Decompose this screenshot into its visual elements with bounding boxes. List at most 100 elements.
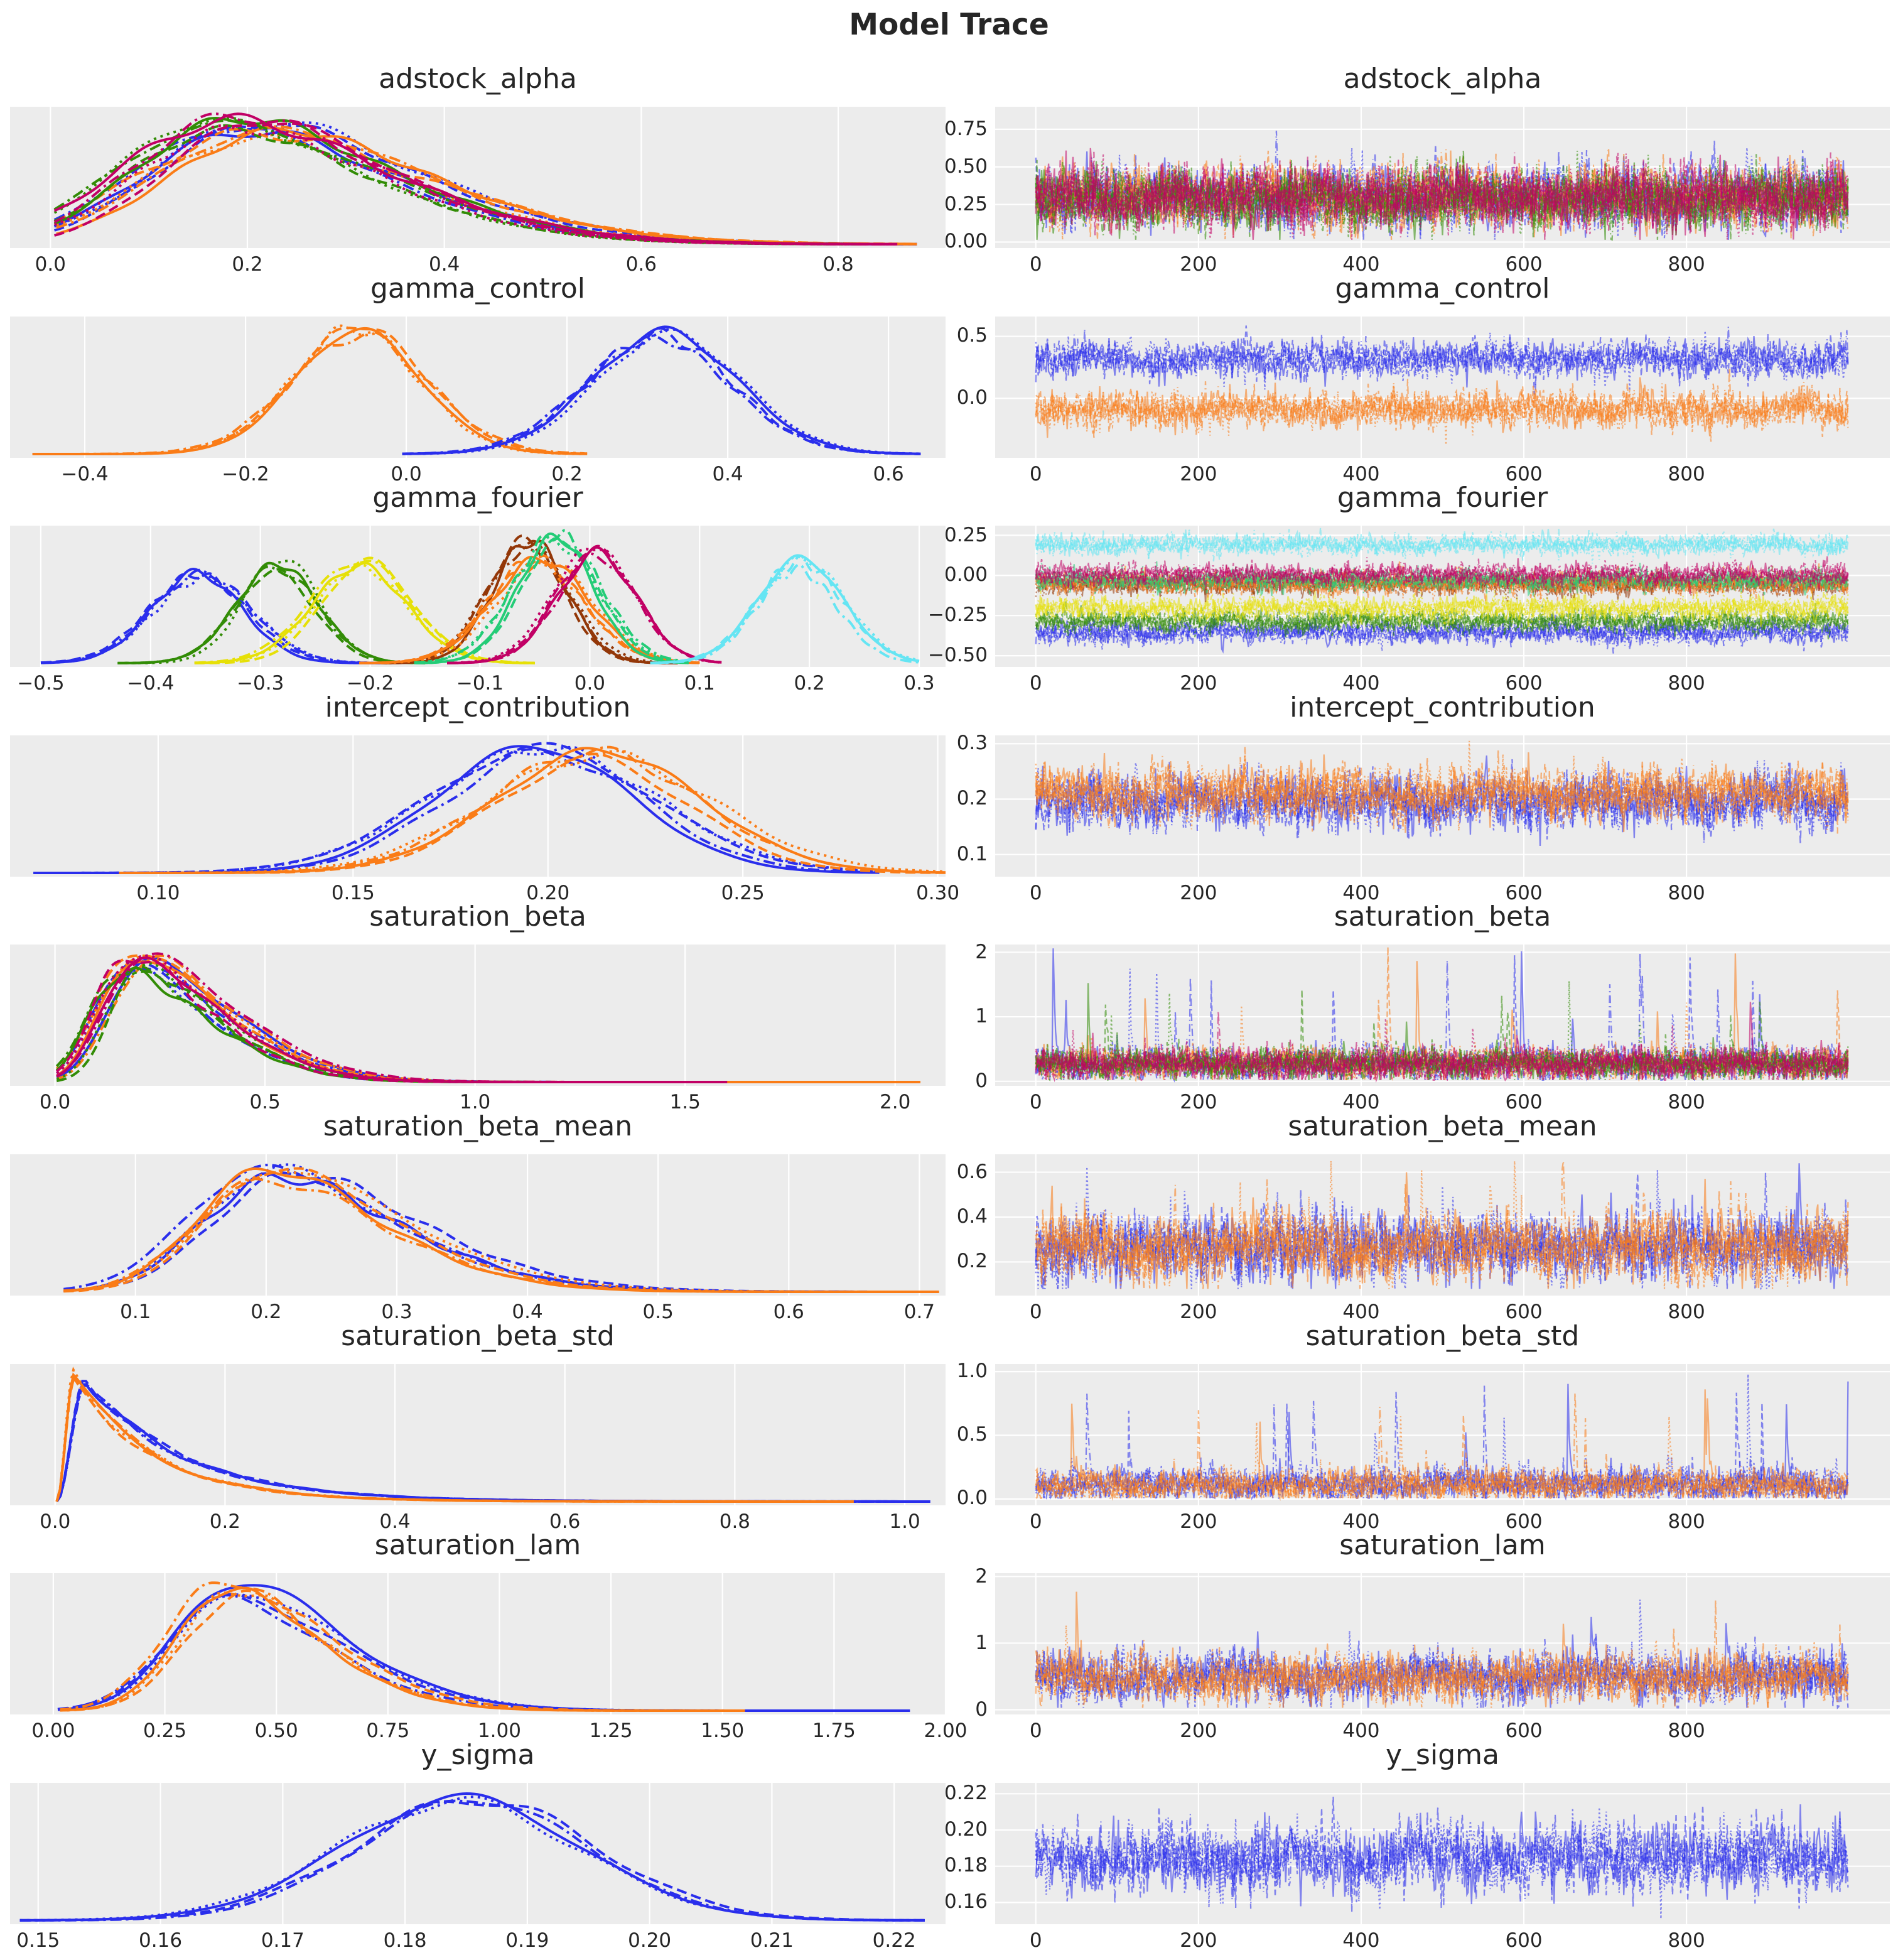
x-tick-label: 0.25 — [143, 1719, 187, 1743]
x-tick-label: 0.2 — [232, 253, 263, 276]
subplot-title-kde-adstock_alpha: adstock_alpha — [379, 63, 577, 95]
subplot-title-kde-intercept_contribution: intercept_contribution — [325, 691, 631, 723]
kde-curve — [117, 565, 426, 665]
trace-line — [1035, 604, 1849, 638]
trace-line — [1035, 746, 1849, 833]
x-tick-label: 0.17 — [261, 1929, 305, 1952]
x-tick-label: 1.75 — [812, 1719, 856, 1743]
subplot-title-kde-saturation_beta: saturation_beta — [369, 901, 586, 933]
subplot-title-trace-intercept_contribution: intercept_contribution — [1290, 691, 1595, 723]
kde-curve — [381, 539, 678, 665]
x-tick-label: 0.4 — [512, 1301, 543, 1323]
y-tick-label: 2 — [975, 940, 988, 963]
trace-line — [1035, 1600, 1848, 1708]
y-tick-label: 0.1 — [956, 842, 988, 865]
panel-kde-y_sigma: 0.15 0.16 0.17 0.18 0.19 0.20 0.21 0.22 — [10, 1782, 946, 1952]
panel-trace-adstock_alpha: 0 200 400 600 800 0.00 0.25 0.50 0.75 — [944, 107, 1890, 276]
x-tick-label: 0.0 — [391, 462, 422, 485]
subplot-title-kde-saturation_beta_mean: saturation_beta_mean — [323, 1110, 633, 1142]
x-tick-label: 1.5 — [669, 1091, 701, 1114]
trace-line — [1035, 558, 1849, 592]
x-tick-label: 400 — [1342, 1301, 1380, 1323]
trace-gamma_fourier-canvas — [995, 526, 1890, 668]
x-tick-label: 2.00 — [924, 1719, 968, 1743]
y-tick-label: 1 — [975, 1005, 988, 1028]
x-tick-label: 0.0 — [39, 1091, 71, 1114]
x-tick-label: 600 — [1505, 462, 1543, 485]
x-tick-label: 400 — [1342, 672, 1380, 695]
y-tick-label: 0.25 — [944, 192, 988, 215]
x-tick-label: 0 — [1029, 881, 1042, 904]
kde-saturation_beta_std-canvas — [10, 1363, 946, 1505]
subplot-title-kde-y_sigma: y_sigma — [421, 1738, 535, 1771]
x-tick-label: 0.20 — [628, 1929, 672, 1952]
y-tick-label: 0.75 — [944, 117, 988, 140]
trace-line — [1035, 1416, 1849, 1500]
trace-line — [1035, 558, 1849, 595]
panel-trace-saturation_lam: 0 200 400 600 800 0 1 2 — [975, 1565, 1890, 1742]
panel-trace-saturation_beta_std: 0 200 400 600 800 0.0 0.5 1.0 — [957, 1360, 1890, 1533]
x-tick-label: −0.4 — [61, 462, 109, 485]
x-tick-label: 0.3 — [381, 1301, 412, 1323]
y-tick-label: 0.16 — [944, 1890, 988, 1914]
x-tick-label: 400 — [1342, 881, 1380, 904]
x-tick-label: 0 — [1029, 1719, 1042, 1743]
axes-background — [995, 316, 1890, 458]
kde-curve — [55, 1366, 854, 1503]
x-tick-label: 0.0 — [40, 1510, 71, 1533]
x-tick-label: 600 — [1505, 1929, 1543, 1952]
x-tick-label: 2.0 — [880, 1091, 911, 1114]
trace-line — [1035, 382, 1849, 437]
x-tick-label: 600 — [1505, 253, 1543, 276]
x-tick-label: 0.2 — [551, 462, 583, 485]
kde-curve — [56, 955, 728, 1084]
y-tick-label: 0 — [975, 1697, 988, 1721]
kde-curve — [63, 1177, 939, 1293]
x-tick-label: 0.8 — [822, 253, 854, 276]
x-tick-label: 200 — [1180, 462, 1217, 485]
x-tick-label: 0.5 — [249, 1091, 281, 1114]
kde-curve — [402, 334, 921, 455]
x-tick-label: 800 — [1668, 1510, 1705, 1533]
figure-title: Model Trace — [849, 8, 1049, 42]
x-tick-label: 0.4 — [379, 1510, 411, 1533]
subplot-title-trace-adstock_alpha: adstock_alpha — [1343, 63, 1542, 95]
trace-line — [1035, 1373, 1849, 1501]
x-tick-label: 200 — [1180, 1929, 1217, 1952]
panel-trace-intercept_contribution: 0 200 400 600 800 0.1 0.2 0.3 — [957, 732, 1890, 904]
x-tick-label: 800 — [1668, 1719, 1705, 1743]
x-tick-label: 0 — [1029, 462, 1042, 485]
panel-kde-adstock_alpha: 0.0 0.2 0.4 0.6 0.8 — [10, 107, 946, 276]
x-tick-label: 400 — [1342, 1929, 1380, 1952]
axes-background — [10, 1782, 946, 1924]
panel-kde-saturation_beta_std: 0.0 0.2 0.4 0.6 0.8 1.0 — [10, 1363, 946, 1533]
y-tick-label: 0.5 — [956, 1423, 988, 1446]
trace-saturation_lam-canvas — [995, 1573, 1890, 1715]
y-tick-label: 0.5 — [956, 324, 988, 347]
x-tick-label: 0 — [1029, 253, 1042, 276]
x-tick-label: 0.0 — [35, 253, 66, 276]
panel-trace-saturation_beta_mean: 0 200 400 600 800 0.2 0.4 0.6 — [957, 1154, 1890, 1323]
x-tick-label: 0.6 — [773, 1301, 804, 1323]
kde-curve — [19, 1795, 925, 1922]
x-tick-label: 0.75 — [366, 1719, 410, 1743]
subplot-title-kde-gamma_fourier: gamma_fourier — [372, 482, 583, 514]
x-tick-label: 0.6 — [625, 253, 657, 276]
x-tick-label: 0.3 — [903, 672, 935, 695]
kde-curve — [60, 1589, 745, 1713]
kde-gamma_control-canvas — [10, 316, 946, 458]
kde-curve — [650, 555, 920, 664]
x-tick-label: −0.1 — [456, 672, 504, 695]
panel-trace-gamma_fourier: 0 200 400 600 800 −0.50 −0.25 0.00 0.25 — [928, 524, 1890, 695]
trace-line — [1035, 1600, 1848, 1708]
x-tick-label: 600 — [1505, 1091, 1543, 1114]
y-tick-label: 0.3 — [956, 732, 988, 755]
kde-curve — [53, 112, 898, 246]
x-tick-label: 0.00 — [31, 1719, 75, 1743]
x-tick-label: 0.22 — [872, 1929, 916, 1952]
axes-background — [10, 1573, 946, 1715]
x-tick-label: 1.00 — [477, 1719, 521, 1743]
subplot-title-trace-gamma_control: gamma_control — [1335, 272, 1550, 305]
subplot-title-trace-saturation_beta_std: saturation_beta_std — [1305, 1319, 1580, 1352]
x-tick-label: 800 — [1668, 1091, 1705, 1114]
